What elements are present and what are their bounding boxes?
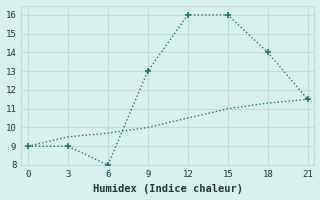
X-axis label: Humidex (Indice chaleur): Humidex (Indice chaleur): [93, 184, 243, 194]
